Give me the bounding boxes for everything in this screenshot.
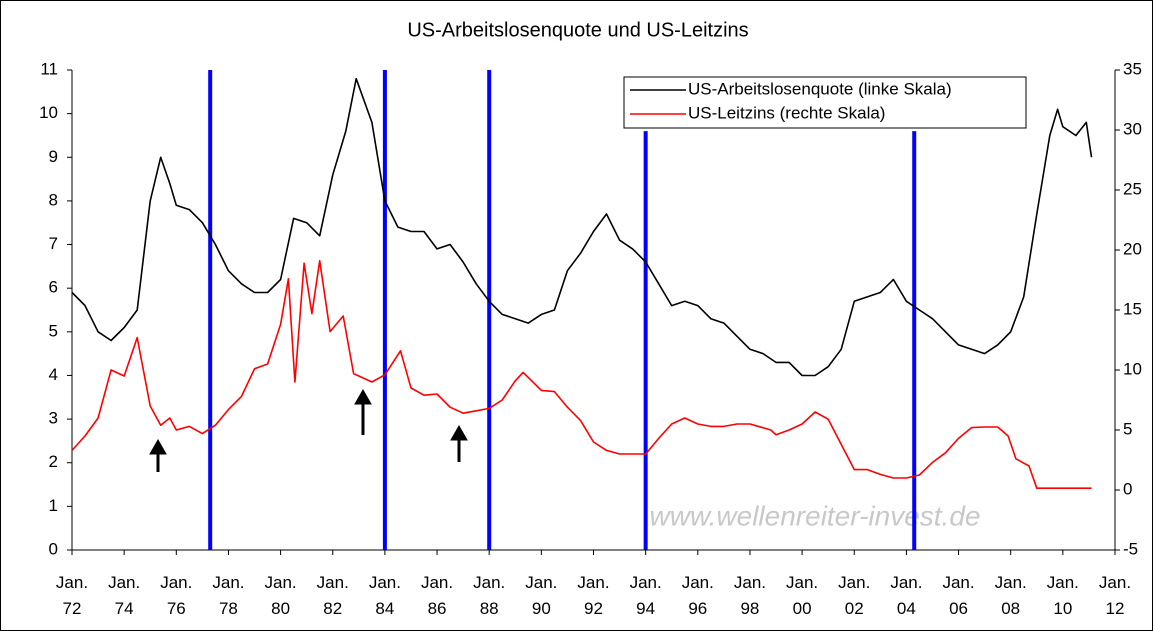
y-tick-label: 0 [49, 539, 58, 558]
y-tick-label: 4 [49, 365, 58, 384]
x-tick-label: Jan. 82 [316, 573, 349, 618]
y-tick-label: 2 [49, 452, 58, 471]
y2-tick-label: 35 [1123, 59, 1142, 78]
x-tick-label: Jan. 02 [838, 573, 871, 618]
y2-tick-label: 25 [1123, 179, 1142, 198]
y-tick-label: 7 [49, 234, 58, 253]
y-tick-label: 10 [39, 103, 58, 122]
x-tick-label: Jan. 00 [786, 573, 819, 618]
arrow-head [149, 438, 167, 455]
y-tick-label: 3 [49, 409, 58, 428]
x-tick-label: Jan. 98 [733, 573, 766, 618]
legend-label: US-Arbeitslosenquote (linke Skala) [688, 79, 952, 98]
y-tick-label: 11 [40, 59, 58, 78]
x-tick-label: Jan. 80 [264, 573, 297, 618]
y-tick-label: 8 [49, 190, 58, 209]
x-tick-label: Jan. 06 [942, 573, 975, 618]
x-tick-label: Jan. 86 [420, 573, 454, 618]
arrow-head [450, 424, 468, 441]
y2-tick-label: -5 [1123, 539, 1138, 558]
x-tick-label: Jan. 96 [681, 573, 714, 618]
chart-title: US-Arbeitslosenquote und US-Leitzins [407, 19, 748, 41]
x-tick-label: Jan. 10 [1046, 573, 1079, 618]
watermark: www.wellenreiter-invest.de [650, 500, 981, 531]
x-tick-label: Jan. 92 [577, 573, 610, 618]
y2-tick-label: 30 [1123, 119, 1142, 138]
legend-box [623, 76, 1027, 129]
y-tick-label: 6 [49, 278, 58, 297]
x-tick-label: Jan. 08 [994, 573, 1027, 618]
y2-tick-label: 10 [1123, 359, 1142, 378]
y-tick-label: 9 [49, 147, 58, 166]
x-tick-label: Jan. 90 [525, 573, 558, 618]
x-tick-label: Jan. 76 [160, 573, 193, 618]
y-tick-label: 1 [49, 496, 58, 515]
x-tick-label: Jan. 74 [108, 573, 141, 618]
arrow-head [354, 388, 372, 405]
x-tick-label: Jan. 72 [55, 573, 89, 618]
series-line [71, 260, 1092, 489]
x-tick-label: Jan. 84 [368, 573, 401, 618]
y-tick-label: 5 [49, 321, 58, 340]
arrows [149, 388, 468, 472]
x-tick-label: Jan. 78 [212, 573, 245, 618]
y2-tick-label: 15 [1123, 299, 1142, 318]
y2-tick-label: 5 [1123, 419, 1132, 438]
x-tick-label: Jan. 94 [629, 573, 662, 618]
y2-tick-label: 0 [1123, 479, 1132, 498]
y2-tick-label: 20 [1123, 239, 1142, 258]
legend-label: US-Leitzins (rechte Skala) [688, 103, 885, 122]
series-line [71, 77, 1093, 377]
x-tick-label: Jan. 04 [890, 573, 923, 618]
x-tick-label: Jan. 12 [1098, 573, 1132, 618]
x-tick-label: Jan. 88 [473, 573, 506, 618]
